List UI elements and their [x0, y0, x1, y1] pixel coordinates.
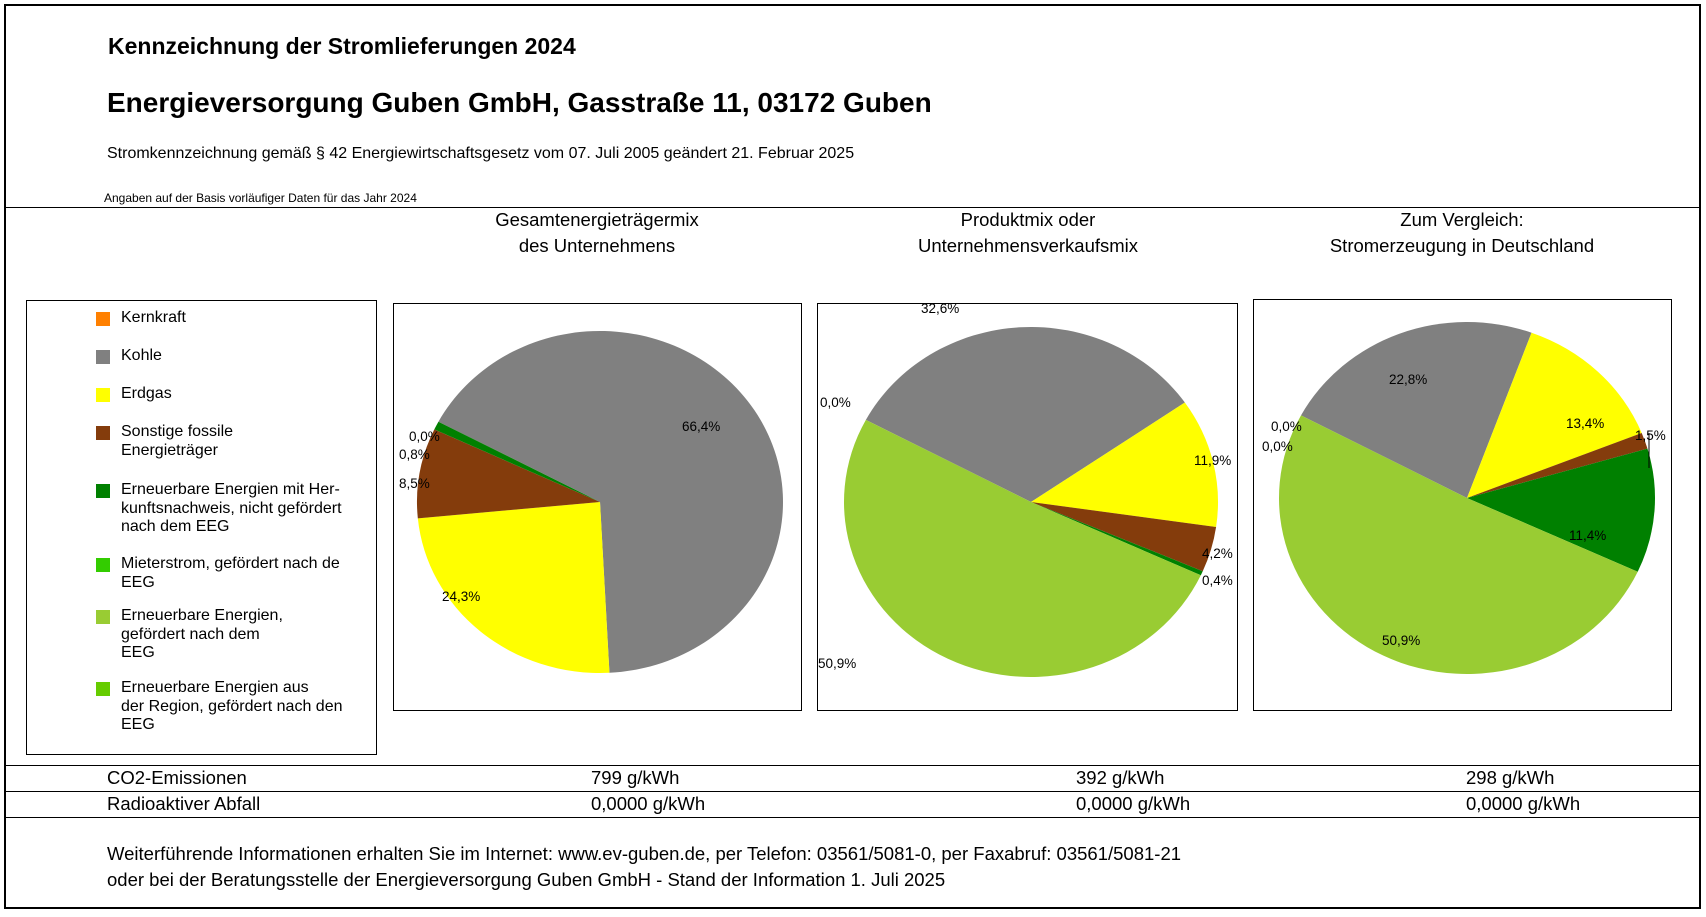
pie-svg-germany: 0,0% 22,8% 13,4% 1,5% 11,4% 0,0% 50,9%	[1262, 322, 1666, 675]
document-frame	[4, 4, 1701, 909]
legend-label: Erdgas	[121, 385, 172, 402]
pie-data-label: 50,9%	[1382, 633, 1420, 648]
pie-data-label: 22,8%	[1389, 372, 1427, 387]
pie-data-label: 0,4%	[1202, 573, 1233, 588]
legend-swatch	[96, 610, 110, 624]
waste-value-company-mix: 0,0000 g/kWh	[591, 793, 706, 814]
legend-item-mieterstrom: Mieterstrom, gefördert nach de EEG	[27, 555, 366, 595]
legend-swatch	[96, 558, 110, 572]
pie-slice-kohle	[1301, 322, 1532, 498]
pie-data-label: 8,5%	[399, 476, 430, 491]
legend-swatch	[96, 426, 110, 440]
chart-title-company-mix: Gesamtenergieträgermix des Unternehmens	[495, 209, 699, 256]
pie-slice-sonstige-fossile-energietr-ger	[417, 429, 600, 519]
pie-slice-sonstige-fossile-energietr-ger	[1031, 502, 1217, 572]
legend-item-sonstige-fossile: Sonstige fossile Energieträger	[27, 423, 366, 463]
pie-slice-erdgas	[1031, 402, 1218, 527]
pie-chart-germany: 0,0% 22,8% 13,4% 1,5% 11,4% 0,0% 50,9%	[1253, 299, 1672, 711]
pie-slice-erdgas	[1467, 332, 1642, 498]
co2-value-product-mix: 392 g/kWh	[1076, 767, 1165, 788]
legend-swatch	[96, 484, 110, 498]
legend-swatch	[96, 312, 110, 326]
legend-item-kernkraft: Kernkraft	[27, 309, 366, 331]
legend-item-ee-region: Erneuerbare Energien aus der Region, gef…	[27, 679, 366, 737]
pie-data-label: 0,0%	[409, 429, 440, 444]
pie-data-label: 66,4%	[682, 419, 720, 434]
legend: Kernkraft Kohle Erdgas Sonstige fossile …	[26, 300, 377, 755]
data-basis-note: Angaben auf der Basis vorläufiger Daten …	[104, 191, 417, 205]
pie-slice-erneuerbare-energien-mit-herkunftsnachweis-nicht-gef-rdert-nach-dem-eeg	[1467, 448, 1655, 572]
legend-swatch	[96, 350, 110, 364]
pie-data-label: 50,9%	[818, 656, 856, 671]
pie-chart-product-mix: 0,0% 32,6% 11,9% 4,2% 0,4% 50,9%	[817, 301, 1238, 711]
legend-label: Erneuerbare Energien, gefördert nach dem…	[121, 607, 283, 661]
legend-swatch	[96, 682, 110, 696]
legend-label: Kernkraft	[121, 309, 186, 326]
pie-svg-product-mix: 0,0% 32,6% 11,9% 4,2% 0,4% 50,9%	[818, 301, 1233, 677]
pie-slice-erneuerbare-energien-mit-herkunftsnachweis-nicht-gef-rdert-nach-dem-eeg	[1031, 502, 1203, 576]
waste-value-germany: 0,0000 g/kWh	[1466, 793, 1581, 814]
pie-data-label: 32,6%	[921, 301, 959, 316]
legend-item-erdgas: Erdgas	[27, 385, 366, 407]
pie-data-label: 0,8%	[399, 447, 430, 462]
co2-value-germany: 298 g/kWh	[1466, 767, 1555, 788]
legal-basis: Stromkennzeichnung gemäß § 42 Energiewir…	[107, 145, 855, 162]
waste-value-product-mix: 0,0000 g/kWh	[1076, 793, 1191, 814]
legend-label: Erneuerbare Energien mit Her- kunftsnach…	[121, 481, 342, 535]
radioactive-waste-label: Radioaktiver Abfall	[107, 793, 261, 814]
pie-slice-erneuerbare-energien-mit-herkunftsnachweis-nicht-gef-rdert-nach-dem-eeg	[434, 421, 600, 502]
pie-data-label: 13,4%	[1566, 416, 1604, 431]
pie-data-label: 0,0%	[820, 395, 851, 410]
pie-data-label: 1,5%	[1635, 428, 1666, 443]
pie-slice-erneuerbare-energien-gef-rdert-nach-dem-eeg	[844, 419, 1201, 677]
document-title: Kennzeichnung der Stromlieferungen 2024	[108, 33, 576, 59]
company-address: Energieversorgung Guben GmbH, Gasstraße …	[107, 87, 932, 118]
legend-item-kohle: Kohle	[27, 347, 366, 369]
legend-item-ee-eeg: Erneuerbare Energien, gefördert nach dem…	[27, 607, 366, 665]
legend-swatch	[96, 388, 110, 402]
pie-svg-company-mix: 0,0% 66,4% 24,3% 8,5% 0,8%	[399, 331, 783, 673]
legend-label: Erneuerbare Energien aus der Region, gef…	[121, 679, 343, 733]
row-divider-bottom	[5, 817, 1701, 818]
pie-data-label: 0,0%	[1271, 419, 1302, 434]
pie-data-label: 11,9%	[1194, 453, 1231, 468]
pie-data-label: 24,3%	[442, 589, 480, 604]
pie-chart-company-mix: 0,0% 66,4% 24,3% 8,5% 0,8%	[393, 303, 802, 711]
co2-emissions-label: CO2-Emissionen	[107, 767, 247, 788]
co2-value-company-mix: 799 g/kWh	[591, 767, 680, 788]
header-divider	[5, 207, 1701, 208]
pie-data-label: 11,4%	[1569, 528, 1606, 543]
legend-item-ee-herkunftsnachweis: Erneuerbare Energien mit Her- kunftsnach…	[27, 481, 366, 539]
pie-slice-sonstige-fossile-energietr-ger	[1467, 432, 1648, 498]
legend-label: Mieterstrom, gefördert nach de EEG	[121, 555, 340, 591]
legend-label: Kohle	[121, 347, 162, 364]
footer-contact-info: Weiterführende Informationen erhalten Si…	[107, 843, 1182, 864]
pie-slice-erdgas	[417, 502, 610, 673]
row-divider-top	[5, 765, 1701, 766]
chart-title-germany: Zum Vergleich: Stromerzeugung in Deutsch…	[1329, 209, 1595, 256]
row-divider-middle	[5, 791, 1701, 792]
pie-data-label: 0,0%	[1262, 439, 1293, 454]
chart-title-product-mix: Produktmix oder Unternehmensverkaufsmix	[917, 209, 1139, 256]
pie-slice-kohle	[865, 326, 1185, 502]
pie-slice-erneuerbare-energien-gef-rdert-nach-dem-eeg	[1279, 415, 1638, 675]
footer-info-date: oder bei der Beratungsstelle der Energie…	[107, 869, 946, 890]
pie-data-label: 4,2%	[1202, 546, 1233, 561]
pie-slice-kohle	[438, 331, 783, 673]
legend-label: Sonstige fossile Energieträger	[121, 423, 234, 459]
